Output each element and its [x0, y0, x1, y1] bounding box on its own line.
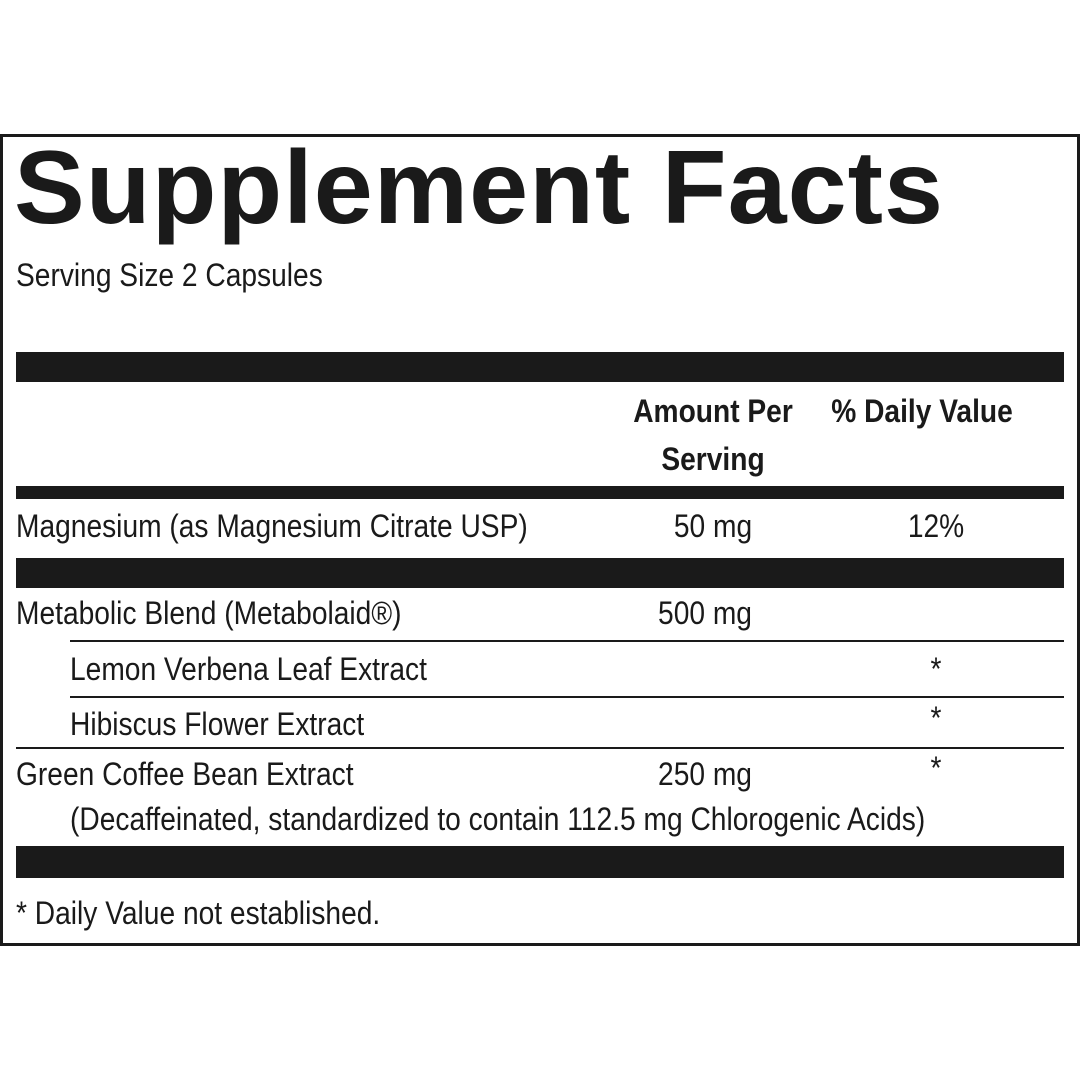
- divider-bar: [16, 846, 1064, 878]
- ingredient-name: Lemon Verbena Leaf Extract: [70, 651, 427, 687]
- divider-bar: [16, 352, 1064, 382]
- amount: 500 mg: [658, 595, 752, 631]
- ingredient-note: (Decaffeinated, standardized to contain …: [70, 801, 926, 837]
- column-header: % Daily Value: [831, 393, 1013, 429]
- ingredient-name: Magnesium (as Magnesium Citrate USP): [16, 508, 528, 544]
- divider-line: [70, 696, 1064, 698]
- ingredient-name: Green Coffee Bean Extract: [16, 756, 354, 792]
- title: Supplement Facts: [14, 130, 944, 246]
- daily-value: *: [930, 651, 942, 687]
- ingredient-name: Metabolic Blend (Metabolaid®): [16, 595, 402, 631]
- label-border: [0, 134, 1080, 946]
- daily-value: 12%: [907, 508, 965, 544]
- divider-bar: [16, 558, 1064, 588]
- ingredient-name: Hibiscus Flower Extract: [70, 706, 365, 742]
- serving-size: Serving Size 2 Capsules: [16, 257, 323, 293]
- daily-value: *: [930, 700, 942, 736]
- amount: 250 mg: [658, 756, 752, 792]
- amount: 50 mg: [673, 508, 753, 544]
- column-header: Amount Per Serving: [633, 393, 793, 477]
- divider-line: [70, 640, 1064, 642]
- divider-line: [16, 747, 1064, 749]
- footnote: * Daily Value not established.: [16, 895, 381, 931]
- divider-bar: [16, 486, 1064, 499]
- daily-value: *: [930, 750, 942, 786]
